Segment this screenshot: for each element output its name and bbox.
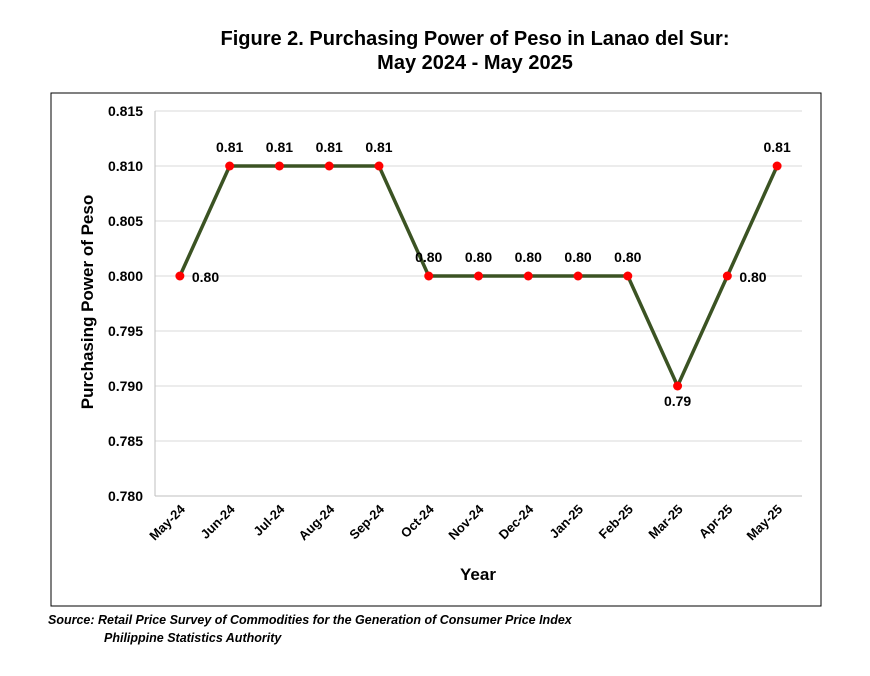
- chart-frame: [50, 92, 822, 607]
- data-point: [225, 161, 235, 171]
- data-label: 0.80: [739, 269, 766, 285]
- data-point: [523, 271, 533, 281]
- x-tick-label: Dec-24: [496, 501, 537, 542]
- data-label: 0.81: [763, 139, 790, 155]
- data-labels: 0.80 0.81 0.81 0.81 0.81 0.80 0.80 0.80 0.80 0.80…: [192, 139, 791, 409]
- y-tick-label: 0.780: [108, 488, 143, 504]
- y-tick-label: 0.790: [108, 378, 143, 394]
- y-tick-labels: 0.780 0.785 0.790 0.795 0.800 0.805 0.810 0.815: [108, 103, 143, 504]
- source-line: Source: Retail Price Survey of Commoditi…: [48, 613, 572, 627]
- x-tick-label: Oct-24: [398, 501, 438, 541]
- data-point: [722, 271, 732, 281]
- data-point: [274, 161, 284, 171]
- x-tick-label: Mar-25: [645, 502, 685, 542]
- x-tick-label: Apr-25: [696, 502, 736, 542]
- data-point: [374, 161, 384, 171]
- data-points: [175, 161, 782, 391]
- data-point: [424, 271, 434, 281]
- data-label: 0.81: [216, 139, 243, 155]
- y-tick-label: 0.810: [108, 158, 143, 174]
- axes: [154, 111, 802, 497]
- data-point: [772, 161, 782, 171]
- x-axis-label: Year: [460, 565, 496, 584]
- data-label: 0.81: [316, 139, 343, 155]
- data-point: [623, 271, 633, 281]
- data-label: 0.80: [465, 249, 492, 265]
- chart-title-line2: May 2024 - May 2025: [377, 52, 573, 74]
- x-tick-label: Sep-24: [346, 501, 387, 542]
- data-label: 0.80: [564, 249, 591, 265]
- x-tick-label: Jul-24: [250, 501, 288, 539]
- x-tick-label: Aug-24: [296, 501, 338, 543]
- data-label: 0.81: [266, 139, 293, 155]
- x-tick-label: May-25: [743, 502, 785, 544]
- x-tick-label: Nov-24: [445, 501, 487, 543]
- y-tick-label: 0.805: [108, 213, 143, 229]
- data-label: 0.79: [664, 393, 691, 409]
- y-tick-label: 0.800: [108, 268, 143, 284]
- data-label: 0.81: [365, 139, 392, 155]
- x-tick-label: Jun-24: [198, 501, 239, 542]
- x-tick-labels: May-24 Jun-24 Jul-24 Aug-24 Sep-24 Oct-24 Nov-…: [146, 501, 785, 543]
- data-label: 0.80: [515, 249, 542, 265]
- y-tick-label: 0.785: [108, 433, 143, 449]
- x-tick-label: Jan-25: [546, 502, 586, 542]
- x-tick-label: May-24: [146, 501, 188, 543]
- data-label: 0.80: [614, 249, 641, 265]
- data-label: 0.80: [415, 249, 442, 265]
- chart-title-line1: Figure 2. Purchasing Power of Peso in La…: [220, 28, 730, 50]
- data-point: [175, 271, 185, 281]
- data-point: [573, 271, 583, 281]
- data-point: [474, 271, 483, 281]
- data-point: [324, 161, 334, 171]
- y-tick-label: 0.795: [108, 323, 143, 339]
- source-agency: Philippine Statistics Authority: [104, 631, 282, 645]
- data-point: [673, 381, 683, 391]
- y-axis-label: Purchasing Power of Peso: [78, 195, 97, 409]
- y-tick-label: 0.815: [108, 103, 143, 119]
- x-tick-label: Feb-25: [596, 502, 636, 542]
- data-label: 0.80: [192, 269, 219, 285]
